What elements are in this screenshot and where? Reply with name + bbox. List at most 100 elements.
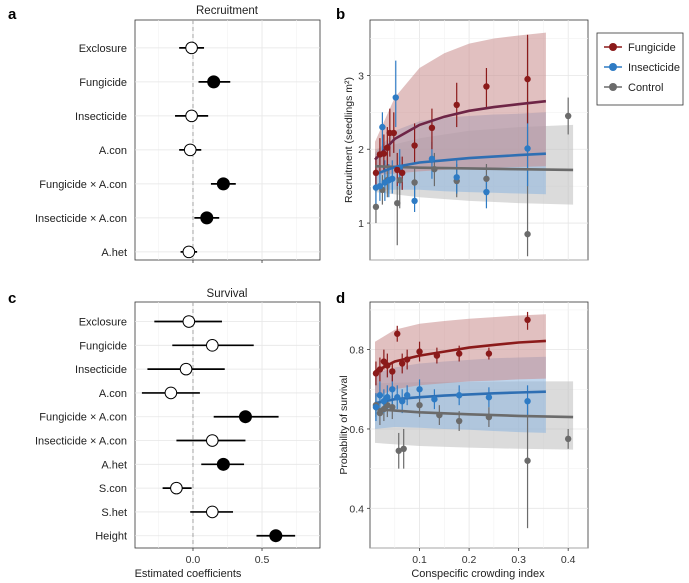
panel-d-point-fungicide [524,316,531,324]
panel-c-x-axis-label: Estimated coefficients [135,568,242,580]
panel-a-title: Recruitment [196,5,259,17]
panel-b-point-fungicide [453,101,460,109]
panel-d-marks: 0.4 0.6 0.8 0.1 0.2 0.3 0.4 [349,311,576,566]
panel-b-point-control [411,179,418,186]
panel-b-y-axis-label: Recruitment (seedlings m²) [343,77,355,203]
panel-c-estimate-s-het [206,505,219,519]
panel-b-point-insecticide [411,197,418,205]
panel-d-point-control [455,417,463,425]
panel-c-marks: 0.0 0.5 Exclosure Fungicide Insecticide A.con… [35,315,296,566]
legend-marker-fungicide [609,43,617,51]
panel-b-point-fungicide [524,75,531,83]
panel-d-y-tick-label: 0.4 [349,503,364,515]
panel-d-point-insecticide [389,386,396,393]
panel-a-term-label-a-con: A.con [99,145,127,157]
panel-b-point-insecticide [389,175,396,182]
panel-d-x-tick-label: 0.1 [412,554,427,566]
panel-b-point-insecticide [453,174,460,181]
panel-b-fit-line-control [374,164,574,172]
legend-marker-insecticide [609,63,617,71]
panel-c-term-label-exclosure: Exclosure [79,317,127,329]
legend-label-insecticide: Insecticide [628,62,680,74]
panel-b-point-insecticide [379,123,386,131]
legend-label-control: Control [628,82,663,94]
panel-d-y-axis-label: Probability of survival [338,375,350,474]
panel-d-point-insecticide [431,396,438,403]
panel-d-point-control [395,447,402,454]
panel-c-estimate-fungicide [206,339,219,352]
panel-b-point-control [524,230,531,238]
panel-b-point-fungicide [399,169,406,177]
panel-b-point-control [564,112,572,120]
panel-a-marks: Exclosure Fungicide Insecticide A.con Fungic… [35,41,236,259]
panel-c-estimate-a-het [216,457,230,471]
panel-b-band-fungicide [375,32,546,176]
panel-c-term-label-a-con: A.con [99,388,127,400]
panel-a-term-label-insecticide-a-con: Insecticide × A.con [35,213,127,225]
panel-c-term-label-s-het: S.het [101,507,127,519]
panel-d-point-control [436,411,443,419]
panel-d-point-fungicide [433,352,441,359]
panel-a-term-label-exclosure: Exclosure [79,43,127,55]
panel-a-estimate-a-het [182,245,196,259]
panel-letter-a: a [8,6,17,23]
panel-b-point-insecticide [428,155,436,163]
panel-b-point-fungicide [483,83,490,90]
panel-c-term-label-s-con: S.con [99,483,127,495]
panel-d-point-insecticide [399,397,406,405]
panel-b-point-fungicide [428,124,436,132]
panel-c-estimate-exclosure [182,315,196,328]
panel-d-point-insecticide [376,392,384,399]
panel-letter-b: b [336,6,345,23]
panel-b-y-tick-label: 1 [358,218,364,230]
panel-c-term-label-insecticide-a-con: Insecticide × A.con [35,436,127,448]
panel-letter-c: c [8,290,16,307]
panel-d-point-control [389,403,396,411]
legend-label-fungicide: Fungicide [628,42,676,54]
panel-d-point-fungicide [416,348,423,355]
panel-d-point-insecticide [485,394,493,401]
panel-c-estimate-fungicide-a-con [238,410,252,424]
panel-b-point-insecticide [376,182,384,190]
panel-a-term-label-insecticide: Insecticide [75,111,127,123]
panel-d-point-fungicide [394,330,401,337]
panel-c-term-label-height: Height [95,531,127,543]
panel-d-point-insecticide [384,394,391,401]
panel-a-estimate-fungicide [207,75,221,89]
panel-d-x-tick-label: 0.4 [561,554,576,566]
panel-b-y-tick-label: 3 [358,70,364,82]
panel-c-term-label-fungicide: Fungicide [79,340,127,352]
panel-b-point-control [483,175,490,182]
panel-d-y-tick-label: 0.6 [349,424,364,436]
panel-d-point-insecticide [394,394,401,401]
panel-b-point-control [394,199,401,207]
panel-d-x-axis-label: Conspecific crowding index [411,568,545,580]
panel-c-term-label-insecticide: Insecticide [75,364,127,376]
panel-d-point-fungicide [389,368,396,375]
panel-d-point-control [416,401,423,409]
panel-d-point-insecticide [524,397,531,405]
panel-d-point-control [564,435,572,443]
panel-a-term-label-fungicide: Fungicide [79,77,127,89]
panel-b-point-fungicide [390,129,397,137]
panel-d-y-tick-label: 0.8 [349,345,364,357]
panel-a-estimate-a-con [183,143,197,157]
panel-d-point-control [524,457,531,464]
panel-d-point-fungicide [384,362,391,369]
panel-a-term-label-fungicide-a-con: Fungicide × A.con [39,179,127,191]
panel-b-y-tick-label: 2 [358,144,364,156]
legend-marker-control [609,83,617,91]
panel-a-estimate-exclosure [185,41,198,55]
panel-b-point-insecticide [524,145,531,152]
panel-c-estimate-height [269,529,283,543]
panel-c-estimate-insecticide [179,362,193,376]
panel-b-fit-line-fungicide [374,99,547,161]
panel-a-estimate-insecticide-a-con [200,211,214,225]
panel-b-point-control [431,165,438,173]
panel-b-point-fungicide [384,144,391,151]
panel-d-point-fungicide [485,350,493,357]
panel-d-point-fungicide [403,356,411,363]
panel-a-term-label-a-het: A.het [101,247,127,259]
panel-b-point-fungicide [394,166,401,174]
